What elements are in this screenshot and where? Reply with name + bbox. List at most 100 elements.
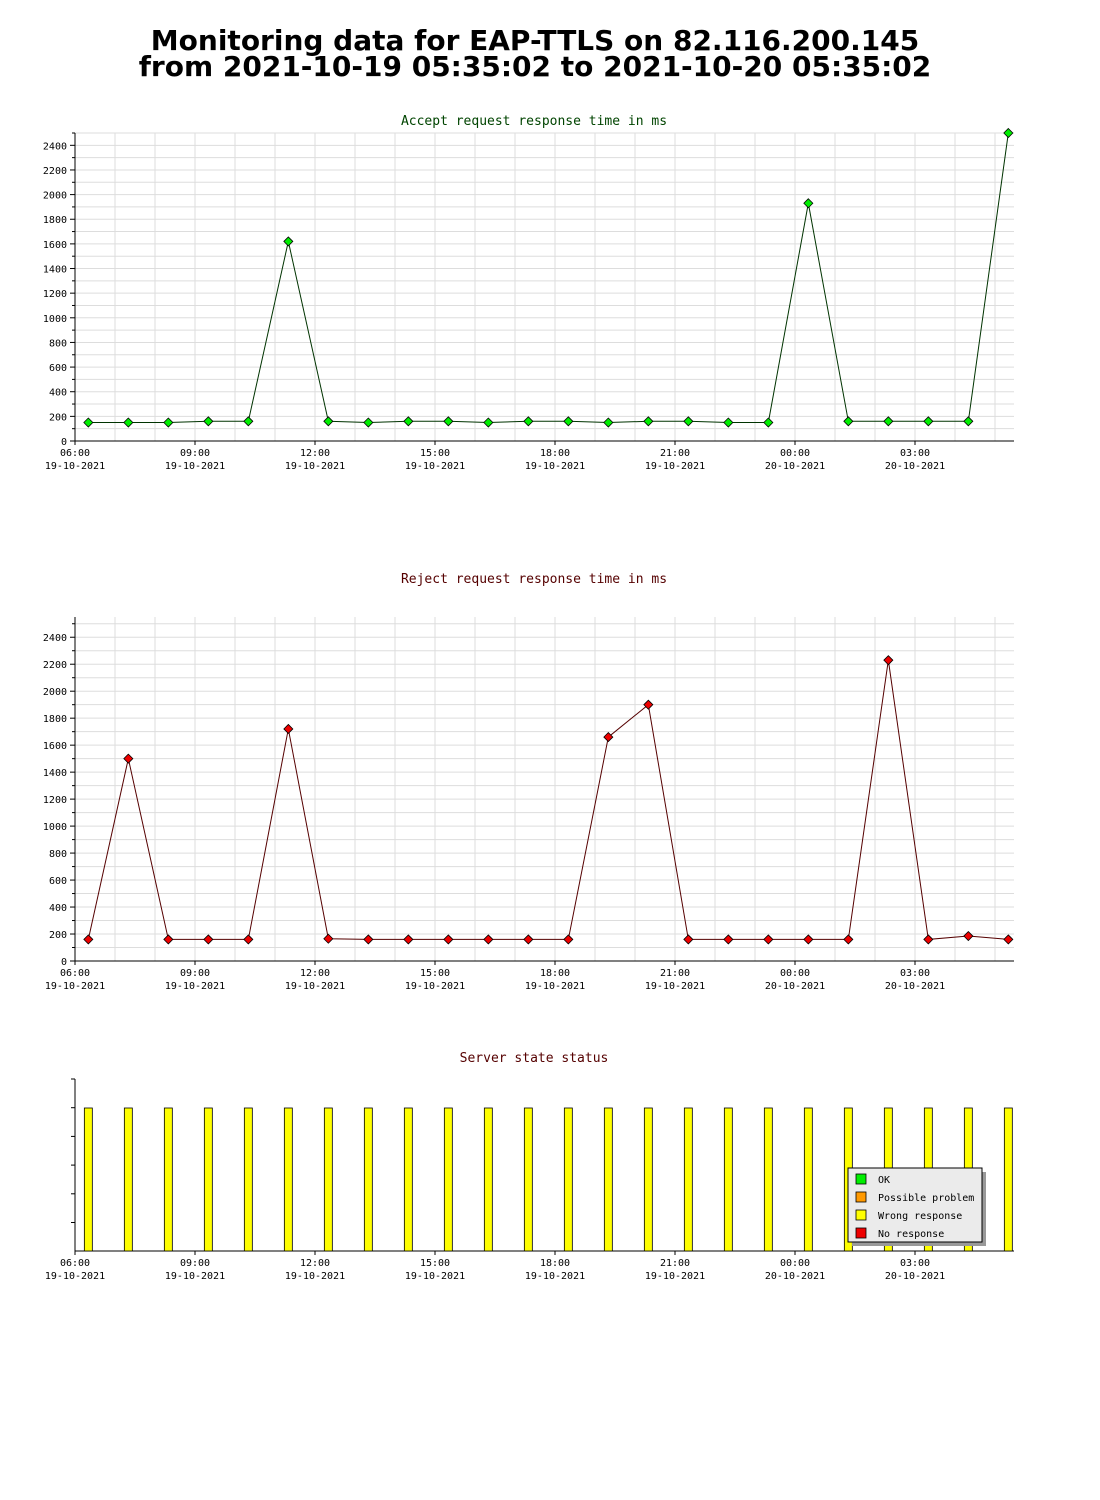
x-tick-time: 00:00 — [780, 968, 810, 979]
data-point — [763, 417, 774, 428]
y-tick-label: 600 — [49, 876, 67, 887]
data-point — [283, 236, 294, 247]
data-point — [1003, 934, 1014, 945]
status-bar — [363, 1107, 373, 1252]
legend: OK Possible problem Wrong response No respo… — [847, 1167, 986, 1246]
x-tick-time: 15:00 — [420, 1258, 450, 1269]
data-point — [843, 934, 854, 945]
status-bar — [483, 1107, 493, 1252]
x-tick-date: 19-10-2021 — [645, 981, 705, 992]
y-tick-label: 1000 — [43, 822, 67, 833]
data-point — [803, 198, 814, 209]
x-tick-date: 19-10-2021 — [645, 1271, 705, 1282]
legend-swatch — [855, 1227, 867, 1239]
x-tick-date: 20-10-2021 — [765, 461, 825, 472]
status-x-axis: 06:00 19-10-2021 09:00 19-10-2021 12:00 19-10… — [45, 1251, 945, 1282]
legend-label: Possible problem — [878, 1193, 974, 1204]
data-point — [563, 934, 574, 945]
data-point — [163, 417, 174, 428]
y-tick-label: 600 — [49, 363, 67, 374]
legend-label: OK — [878, 1175, 890, 1186]
series-line — [87, 660, 1009, 940]
x-tick-time: 18:00 — [540, 968, 570, 979]
data-point — [323, 933, 334, 944]
x-tick-time: 00:00 — [780, 1258, 810, 1269]
y-tick-label: 1600 — [43, 741, 67, 752]
x-tick-time: 06:00 — [60, 1258, 90, 1269]
x-tick-date: 20-10-2021 — [885, 981, 945, 992]
y-tick-label: 200 — [49, 412, 67, 423]
data-point — [403, 934, 414, 945]
chart-2-x-axis: 06:00 19-10-2021 09:00 19-10-2021 12:00 19-10… — [45, 961, 945, 992]
status-bar — [243, 1107, 253, 1252]
legend-box — [847, 1167, 983, 1243]
data-point — [643, 699, 654, 710]
x-tick-time: 03:00 — [900, 968, 930, 979]
chart-title: Accept request response time in ms — [401, 114, 667, 129]
x-tick-time: 06:00 — [60, 448, 90, 459]
x-tick-time: 03:00 — [900, 1258, 930, 1269]
y-tick-label: 0 — [61, 437, 67, 448]
status-bar — [763, 1107, 773, 1252]
chart-1-x-axis: 06:00 19-10-2021 09:00 19-10-2021 12:00 19-10… — [45, 441, 945, 472]
data-point — [443, 934, 454, 945]
status-bar — [83, 1107, 93, 1252]
x-tick-date: 19-10-2021 — [405, 461, 465, 472]
data-point — [283, 723, 294, 735]
x-tick-time: 15:00 — [420, 448, 450, 459]
x-tick-time: 21:00 — [660, 1258, 690, 1269]
data-point — [163, 934, 174, 945]
y-tick-label: 2200 — [43, 166, 67, 177]
status-bar — [683, 1107, 693, 1252]
y-tick-label: 1400 — [43, 265, 67, 276]
x-tick-date: 19-10-2021 — [165, 981, 225, 992]
data-point — [603, 731, 614, 743]
chart-title: Reject request response time in ms — [401, 572, 667, 587]
data-point — [363, 934, 374, 945]
y-tick-label: 2400 — [43, 141, 67, 152]
y-tick-label: 1800 — [43, 215, 67, 226]
x-tick-time: 09:00 — [180, 448, 210, 459]
x-tick-date: 19-10-2021 — [405, 981, 465, 992]
data-point — [403, 416, 414, 427]
x-tick-date: 19-10-2021 — [525, 981, 585, 992]
status-bar — [603, 1107, 613, 1252]
x-tick-time: 03:00 — [900, 448, 930, 459]
data-point — [723, 417, 734, 428]
x-tick-time: 21:00 — [660, 968, 690, 979]
data-point — [603, 417, 614, 428]
x-tick-date: 20-10-2021 — [885, 1271, 945, 1282]
status-bar — [643, 1107, 653, 1252]
data-point — [803, 934, 814, 945]
y-tick-label: 2200 — [43, 660, 67, 671]
status-bar — [323, 1107, 333, 1252]
status-bar — [443, 1107, 453, 1252]
data-point — [523, 416, 534, 427]
y-tick-label: 2000 — [43, 687, 67, 698]
data-point — [483, 417, 494, 428]
data-point — [243, 416, 254, 427]
legend-label: No response — [878, 1229, 944, 1240]
status-chart: Server state status OK Possible problem Wro… — [71, 1051, 1014, 1252]
status-bar — [523, 1107, 533, 1252]
page-title-line2: from 2021-10-19 05:35:02 to 2021-10-20 0… — [138, 50, 932, 83]
x-tick-date: 19-10-2021 — [525, 1271, 585, 1282]
data-point — [883, 655, 894, 666]
data-point — [443, 416, 454, 427]
series-line — [88, 132, 1009, 424]
line-chart-1: Accept request response time in ms 0 200 40… — [43, 114, 1014, 448]
status-bar — [723, 1107, 733, 1252]
y-tick-label: 800 — [49, 849, 67, 860]
data-point — [203, 416, 214, 427]
data-point — [123, 417, 134, 428]
data-point — [323, 416, 334, 427]
status-bar — [203, 1107, 213, 1252]
y-tick-label: 1600 — [43, 240, 67, 251]
status-bar — [563, 1107, 573, 1252]
x-tick-time: 12:00 — [300, 448, 330, 459]
y-tick-label: 400 — [49, 903, 67, 914]
data-point — [363, 417, 374, 428]
x-tick-date: 19-10-2021 — [645, 461, 705, 472]
x-tick-date: 19-10-2021 — [285, 1271, 345, 1282]
